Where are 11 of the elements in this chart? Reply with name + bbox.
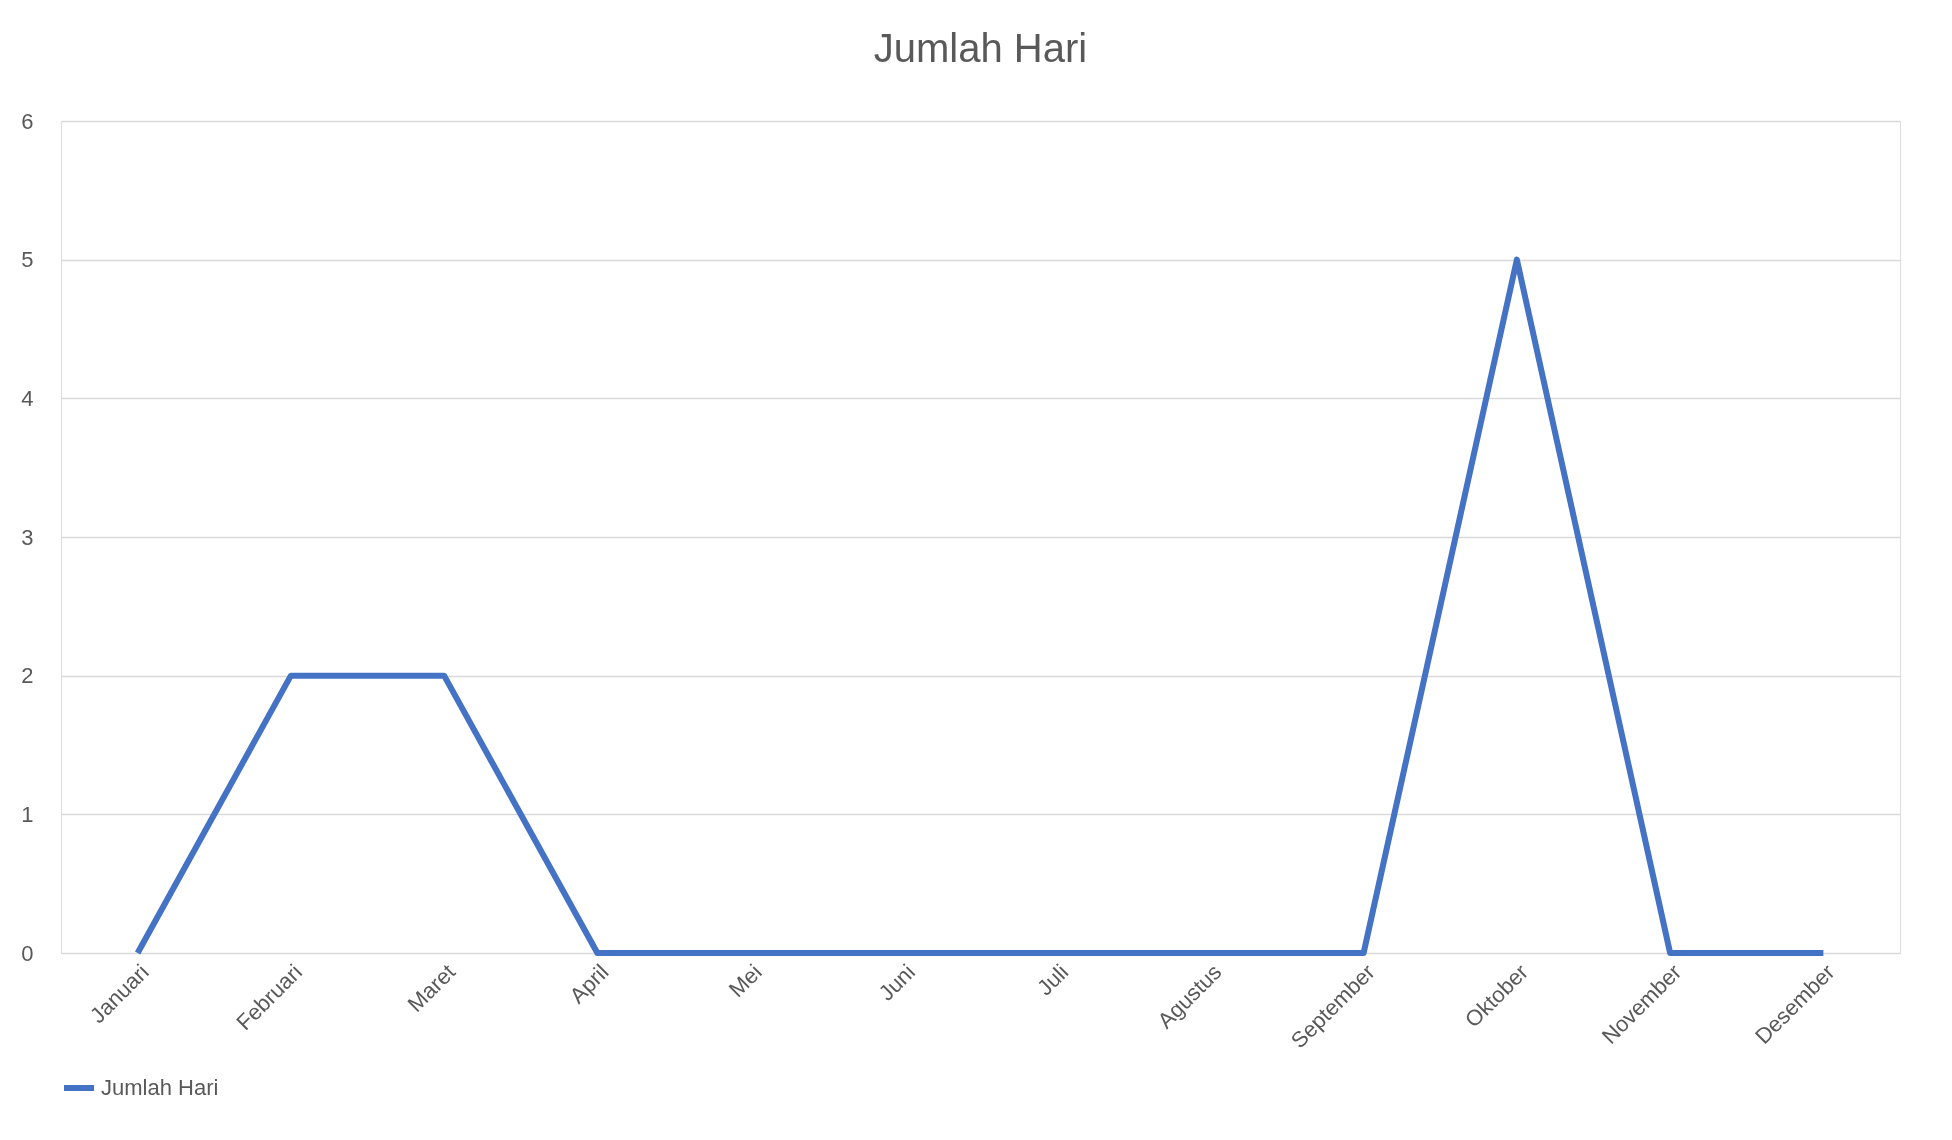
legend-label: Jumlah Hari bbox=[101, 1075, 219, 1100]
y-tick-label: 4 bbox=[21, 385, 34, 411]
y-tick-label: 3 bbox=[21, 524, 34, 550]
chart-title: Jumlah Hari bbox=[873, 26, 1088, 70]
x-tick-label: Mei bbox=[723, 959, 767, 1003]
y-tick-label: 5 bbox=[21, 247, 34, 273]
y-tick-label: 6 bbox=[21, 108, 34, 134]
y-tick-label: 0 bbox=[21, 940, 34, 966]
y-tick-label: 1 bbox=[21, 801, 34, 827]
x-tick-label: Juli bbox=[1032, 959, 1074, 1001]
y-tick-label: 2 bbox=[21, 663, 34, 689]
